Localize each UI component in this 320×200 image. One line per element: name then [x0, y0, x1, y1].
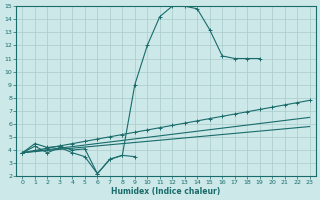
- X-axis label: Humidex (Indice chaleur): Humidex (Indice chaleur): [111, 187, 221, 196]
